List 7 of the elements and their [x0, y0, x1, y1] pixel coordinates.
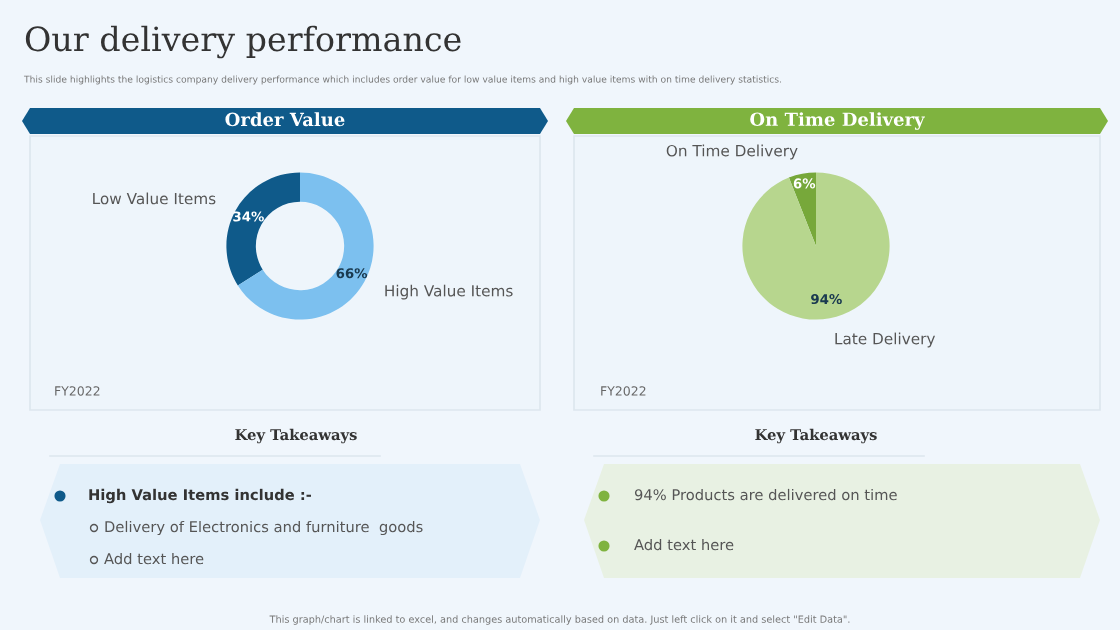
- pie-slice: [788, 172, 816, 246]
- chart-title: On Time Delivery: [750, 112, 926, 130]
- donut-slice: [237, 172, 374, 320]
- chart-title: Order Value: [225, 112, 345, 127]
- text: Our delivery performance: [25, 25, 461, 59]
- donut-slice: [226, 172, 300, 286]
- pie-slice: [742, 172, 890, 320]
